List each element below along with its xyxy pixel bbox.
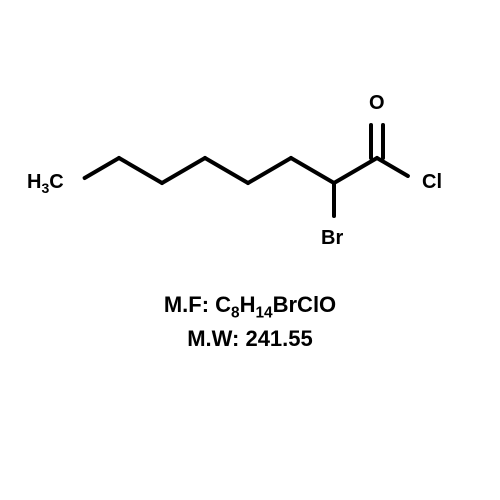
atom-label-Br: Br (321, 227, 343, 250)
molecule-figure: { "molecule": { "type": "chemical-struct… (0, 0, 500, 500)
molecular-formula: M.F: C8H14BrClO (0, 290, 500, 324)
bond-layer (0, 0, 500, 500)
atom-label-CH3: H3C (27, 171, 64, 196)
molecular-weight: M.W: 241.55 (0, 324, 500, 354)
mf-prefix: M.F: (164, 292, 215, 317)
formula-block: M.F: C8H14BrClO M.W: 241.55 (0, 290, 500, 354)
atom-label-Cl: Cl (422, 171, 442, 194)
mf-formula: C8H14BrClO (215, 292, 336, 317)
atom-label-O: O (369, 92, 385, 115)
